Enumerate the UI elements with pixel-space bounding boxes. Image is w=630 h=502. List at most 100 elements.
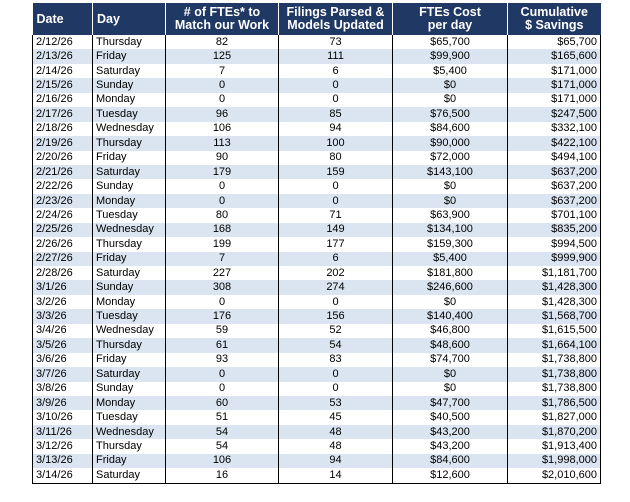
table-row: 3/14/26 Saturday 16 14 $12,600 $2,010,600 bbox=[32, 468, 601, 484]
table-cell: $99,900 bbox=[392, 49, 508, 64]
table-cell: 106 bbox=[165, 453, 279, 469]
table-row: 3/11/26 Wednesday 54 48 $43,200 $1,870,200 bbox=[32, 424, 601, 440]
table-cell: $637,200 bbox=[507, 179, 601, 194]
table-cell: 60 bbox=[165, 395, 279, 411]
table-cell: 2/27/26 bbox=[32, 251, 93, 266]
table-cell: $246,600 bbox=[392, 280, 508, 295]
table-cell: Wednesday bbox=[92, 222, 166, 238]
table-cell: Thursday bbox=[92, 237, 166, 252]
column-header: Date bbox=[32, 3, 93, 35]
table-cell: 3/14/26 bbox=[32, 468, 93, 484]
table-cell: 54 bbox=[278, 338, 393, 353]
table-cell: $1,615,500 bbox=[507, 323, 601, 339]
table-container: Date Day # of FTEs* to Match our Work Filin… bbox=[32, 3, 601, 484]
table-row: 2/23/26 Monday 0 0 $0 $637,200 bbox=[32, 193, 601, 209]
table-cell: 0 bbox=[165, 381, 279, 396]
table-cell: 45 bbox=[278, 410, 393, 425]
table-cell: $143,100 bbox=[392, 164, 508, 180]
table-cell: 54 bbox=[165, 424, 279, 440]
table-cell: 100 bbox=[278, 136, 393, 151]
table-cell: $1,181,700 bbox=[507, 266, 601, 281]
table-row: 2/12/26 Thursday 82 73 $65,700 $65,700 bbox=[32, 35, 601, 50]
table-row: 2/28/26 Saturday 227 202 $181,800 $1,181,700 bbox=[32, 266, 601, 281]
table-cell: Tuesday bbox=[92, 107, 166, 122]
table-cell: 0 bbox=[165, 92, 279, 108]
table-cell: 125 bbox=[165, 49, 279, 64]
table-row: 3/12/26 Thursday 54 48 $43,200 $1,913,400 bbox=[32, 439, 601, 454]
table-cell: 3/1/26 bbox=[32, 280, 93, 295]
table-cell: $637,200 bbox=[507, 193, 601, 209]
table-cell: 0 bbox=[278, 78, 393, 93]
table-cell: 3/10/26 bbox=[32, 410, 93, 425]
table-cell: $999,900 bbox=[507, 251, 601, 266]
table-cell: 6 bbox=[278, 63, 393, 79]
table-row: 3/6/26 Friday 93 83 $74,700 $1,738,800 bbox=[32, 352, 601, 368]
table-row: 3/8/26 Sunday 0 0 $0 $1,738,800 bbox=[32, 381, 601, 396]
table-row: 2/15/26 Sunday 0 0 $0 $171,000 bbox=[32, 78, 601, 93]
table-cell: 85 bbox=[278, 107, 393, 122]
table-cell: $76,500 bbox=[392, 107, 508, 122]
table-cell: Monday bbox=[92, 92, 166, 108]
table-cell: 106 bbox=[165, 121, 279, 137]
table-cell: Monday bbox=[92, 193, 166, 209]
table-cell: $90,000 bbox=[392, 136, 508, 151]
table-cell: Monday bbox=[92, 395, 166, 411]
table-row: 3/1/26 Sunday 308 274 $246,600 $1,428,300 bbox=[32, 280, 601, 295]
table-cell: Saturday bbox=[92, 164, 166, 180]
table-cell: $46,800 bbox=[392, 323, 508, 339]
table-cell: $1,998,000 bbox=[507, 453, 601, 469]
table-cell: $0 bbox=[392, 294, 508, 310]
table-cell: 94 bbox=[278, 121, 393, 137]
table-cell: $1,738,800 bbox=[507, 352, 601, 368]
table-cell: 0 bbox=[165, 179, 279, 194]
table-cell: 308 bbox=[165, 280, 279, 295]
table-cell: $84,600 bbox=[392, 453, 508, 469]
table-cell: Tuesday bbox=[92, 410, 166, 425]
table-cell: 2/23/26 bbox=[32, 193, 93, 209]
table-cell: $134,100 bbox=[392, 222, 508, 238]
column-header: FTEs Cost per day bbox=[392, 3, 508, 35]
table-cell: 3/11/26 bbox=[32, 424, 93, 440]
table-cell: 168 bbox=[165, 222, 279, 238]
table-cell: 0 bbox=[165, 78, 279, 93]
table-cell: 96 bbox=[165, 107, 279, 122]
table-cell: $0 bbox=[392, 381, 508, 396]
table-cell: 51 bbox=[165, 410, 279, 425]
table-cell: Saturday bbox=[92, 266, 166, 281]
table-cell: $1,568,700 bbox=[507, 309, 601, 324]
table-cell: $994,500 bbox=[507, 237, 601, 252]
table-cell: 93 bbox=[165, 352, 279, 368]
table-cell: 83 bbox=[278, 352, 393, 368]
table-cell: $422,100 bbox=[507, 136, 601, 151]
table-cell: Friday bbox=[92, 150, 166, 165]
table-cell: 2/12/26 bbox=[32, 35, 93, 50]
table-row: 2/19/26 Thursday 113 100 $90,000 $422,100 bbox=[32, 136, 601, 151]
table-cell: 3/9/26 bbox=[32, 395, 93, 411]
table-header: Date Day # of FTEs* to Match our Work Filin… bbox=[32, 3, 601, 35]
table-cell: $494,100 bbox=[507, 150, 601, 165]
table-cell: 2/24/26 bbox=[32, 208, 93, 223]
table-cell: 3/8/26 bbox=[32, 381, 93, 396]
table-cell: 2/20/26 bbox=[32, 150, 93, 165]
table-cell: 71 bbox=[278, 208, 393, 223]
table-cell: 0 bbox=[278, 92, 393, 108]
table-cell: $165,600 bbox=[507, 49, 601, 64]
table-cell: $1,428,300 bbox=[507, 294, 601, 310]
table-cell: $65,700 bbox=[507, 35, 601, 50]
table-cell: Friday bbox=[92, 49, 166, 64]
table-cell: 179 bbox=[165, 164, 279, 180]
table-cell: 90 bbox=[165, 150, 279, 165]
column-header: Filings Parsed & Models Updated bbox=[278, 3, 393, 35]
table-cell: 73 bbox=[278, 35, 393, 50]
table-cell: 52 bbox=[278, 323, 393, 339]
table-cell: $140,400 bbox=[392, 309, 508, 324]
table-row: 3/3/26 Tuesday 176 156 $140,400 $1,568,700 bbox=[32, 309, 601, 324]
table-cell: $40,500 bbox=[392, 410, 508, 425]
table-cell: $1,428,300 bbox=[507, 280, 601, 295]
table-cell: 0 bbox=[278, 381, 393, 396]
table-row: 3/5/26 Thursday 61 54 $48,600 $1,664,100 bbox=[32, 338, 601, 353]
table-cell: $0 bbox=[392, 78, 508, 93]
table-cell: $12,600 bbox=[392, 468, 508, 484]
table-cell: 2/16/26 bbox=[32, 92, 93, 108]
table-cell: 176 bbox=[165, 309, 279, 324]
